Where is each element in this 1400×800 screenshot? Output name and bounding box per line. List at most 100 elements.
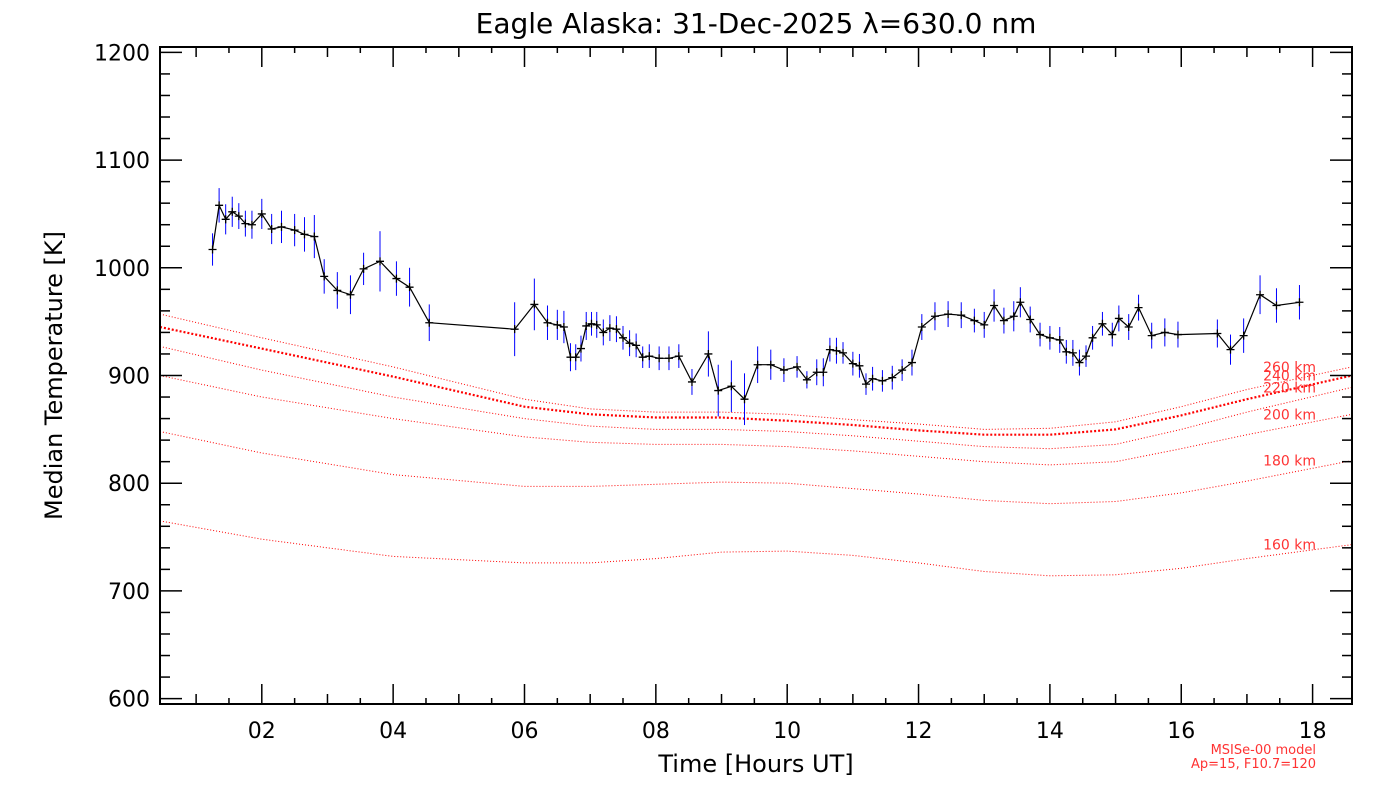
- data-point-36: [625, 339, 634, 348]
- data-point-43: [687, 377, 696, 386]
- data-point-83: [1082, 352, 1091, 361]
- data-point-34: [612, 325, 621, 334]
- data-point-49: [766, 360, 775, 369]
- data-point-23: [543, 318, 552, 327]
- data-point-64: [898, 366, 907, 375]
- data-point-9: [277, 222, 286, 231]
- model-line-3: [159, 345, 1353, 450]
- data-point-82: [1075, 358, 1084, 367]
- x-tick-label-8: 18: [1299, 719, 1327, 744]
- y-tick-label-5: 1100: [94, 149, 150, 174]
- data-point-59: [855, 361, 864, 370]
- data-point-45: [714, 386, 723, 395]
- data-point-78: [1045, 333, 1054, 342]
- series-polyline: [211, 203, 1300, 401]
- model-label-3: 220 km: [1263, 380, 1316, 396]
- x-tick-label-4: 10: [773, 719, 801, 744]
- data-point-60: [862, 380, 871, 389]
- data-point-41: [664, 354, 673, 363]
- x-tick-label-7: 16: [1167, 719, 1195, 744]
- data-point-92: [1173, 330, 1182, 339]
- data-point-79: [1055, 335, 1064, 344]
- data-point-75: [1016, 298, 1025, 307]
- data-point-68: [944, 310, 953, 319]
- model-line-4: [159, 325, 1353, 436]
- model-line-5: [159, 313, 1353, 430]
- model-label-1: 180 km: [1263, 454, 1316, 470]
- y-tick-label-3: 900: [108, 365, 150, 390]
- data-point-18: [392, 274, 401, 283]
- data-point-21: [510, 325, 519, 334]
- data-point-42: [674, 352, 683, 361]
- data-point-29: [582, 321, 591, 330]
- data-point-94: [1226, 345, 1235, 354]
- data-point-69: [957, 311, 966, 320]
- data-point-77: [1036, 330, 1045, 339]
- data-point-25: [559, 323, 568, 332]
- data-point-71: [980, 320, 989, 329]
- x-tick-labels: 02 04 06 08 10 12 14 16 18: [248, 719, 1327, 744]
- data-point-5: [241, 219, 250, 228]
- error-bars: [212, 188, 1300, 426]
- data-point-37: [632, 341, 641, 350]
- data-point-17: [376, 257, 385, 266]
- data-point-19: [405, 283, 414, 292]
- data-point-12: [310, 232, 319, 241]
- data-point-46: [727, 382, 736, 391]
- data-point-4: [234, 212, 243, 221]
- data-point-65: [907, 358, 916, 367]
- model-line-1: [159, 431, 1353, 505]
- data-point-11: [300, 230, 309, 239]
- data-point-30: [587, 319, 596, 328]
- data-point-61: [868, 374, 877, 383]
- data-point-31: [592, 320, 601, 329]
- y-tick-label-0: 600: [108, 688, 150, 713]
- data-point-2: [221, 215, 230, 224]
- model-line-0: [159, 520, 1353, 577]
- data-point-58: [848, 359, 857, 368]
- model-lines: [159, 313, 1353, 577]
- data-point-90: [1147, 331, 1156, 340]
- x-axis-label: Time [Hours UT]: [657, 750, 853, 778]
- data-point-88: [1124, 323, 1133, 332]
- data-point-87: [1114, 314, 1123, 323]
- data-point-72: [990, 301, 999, 310]
- data-point-33: [605, 324, 614, 333]
- x-tick-label-0: 02: [248, 719, 276, 744]
- data-point-98: [1295, 298, 1304, 307]
- data-point-52: [802, 375, 811, 384]
- model-label-0: 160 km: [1263, 538, 1316, 554]
- data-point-62: [878, 376, 887, 385]
- data-point-14: [333, 286, 342, 295]
- model-label-4: 240 km: [1263, 369, 1316, 385]
- data-point-1: [215, 201, 224, 210]
- data-point-0: [208, 245, 217, 254]
- data-point-95: [1239, 331, 1248, 340]
- data-point-70: [970, 316, 979, 325]
- data-point-91: [1160, 328, 1169, 337]
- data-point-38: [638, 353, 647, 362]
- data-point-81: [1068, 348, 1077, 357]
- data-point-32: [599, 328, 608, 337]
- x-tick-label-3: 08: [642, 719, 670, 744]
- data-point-89: [1134, 303, 1143, 312]
- data-point-96: [1256, 290, 1265, 299]
- x-tick-label-6: 14: [1036, 719, 1064, 744]
- data-point-16: [359, 264, 368, 273]
- data-point-7: [257, 209, 266, 218]
- data-point-28: [576, 344, 585, 353]
- data-point-86: [1108, 330, 1117, 339]
- data-point-67: [930, 312, 939, 321]
- data-point-10: [290, 226, 299, 235]
- y-axis-label: Median Temperature [K]: [40, 231, 68, 520]
- data-point-6: [247, 220, 256, 229]
- data-point-76: [1026, 315, 1035, 324]
- data-point-20: [425, 318, 434, 327]
- model-label-5: 260 km: [1263, 360, 1316, 376]
- data-point-57: [839, 348, 848, 357]
- x-tick-label-5: 12: [905, 719, 933, 744]
- data-point-3: [228, 207, 237, 216]
- data-point-27: [571, 353, 580, 362]
- y-tick-labels: 600 700 800 900 1000 1100 1200: [94, 41, 150, 712]
